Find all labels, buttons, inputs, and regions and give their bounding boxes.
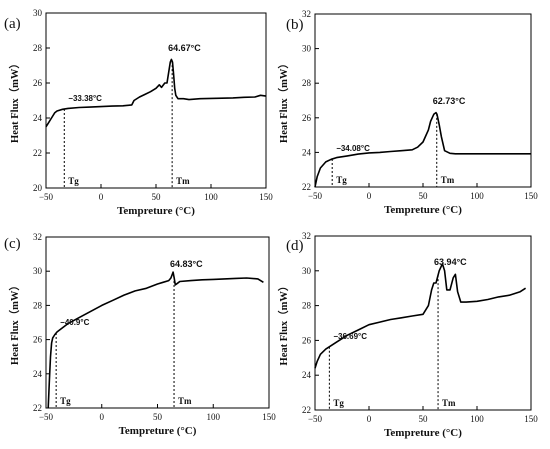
y-tick-label: 26: [33, 78, 43, 88]
x-tick-label: 0: [99, 192, 104, 202]
marker-value-tm: 64.83°C: [170, 259, 203, 269]
x-tick-label: 100: [204, 192, 218, 202]
y-tick-label: 24: [302, 370, 312, 380]
chart-panel-2: −50 0 50 100 150 22 24 26 28 30 32 Tempreture (°C) H…: [277, 9, 538, 216]
marker-label-tm: Tm: [176, 176, 190, 186]
y-axis-label: Heat Flux（mW）: [8, 58, 21, 143]
dsc-curve: [314, 111, 531, 188]
y-tick-label: 22: [33, 148, 42, 158]
x-tick-label: −50: [308, 191, 323, 201]
marker-value-tm: 62.73°C: [433, 96, 466, 106]
y-tick-label: 24: [33, 113, 43, 123]
marker-label-tg: Tg: [333, 398, 344, 408]
chart-panel-4: −50 0 50 100 150 22 24 26 28 30 32 Tempreture (°C) H…: [277, 231, 538, 439]
x-tick-label: 100: [207, 412, 221, 422]
y-tick-label: 32: [33, 232, 42, 242]
x-tick-label: −50: [39, 192, 54, 202]
y-axis-label: Heat Flux（mW）: [277, 58, 290, 143]
y-tick-label: 32: [302, 9, 311, 19]
marker-value-tg: −33.38°C: [68, 94, 102, 103]
dsc-curve: [47, 271, 264, 409]
dsc-curve: [45, 58, 267, 128]
x-tick-label: 150: [262, 412, 276, 422]
y-tick-label: 20: [33, 183, 43, 193]
x-tick-label: −50: [39, 412, 54, 422]
x-tick-label: 0: [100, 412, 105, 422]
x-tick-label: 100: [470, 414, 484, 424]
marker-label-tg: Tg: [68, 176, 79, 186]
plot-frame: [314, 235, 532, 411]
panel-label: (d): [286, 238, 304, 254]
y-tick-label: 22: [33, 403, 42, 413]
x-tick-label: 50: [152, 192, 162, 202]
y-tick-label: 22: [302, 405, 311, 415]
x-tick-label: 150: [524, 191, 538, 201]
x-tick-label: −50: [308, 414, 323, 424]
x-tick-label: 100: [470, 191, 484, 201]
y-tick-label: 32: [302, 231, 311, 241]
x-tick-label: 150: [259, 192, 273, 202]
x-axis-label: Tempreture (°C): [117, 205, 195, 217]
y-tick-label: 28: [302, 301, 312, 311]
y-tick-label: 30: [33, 8, 43, 18]
marker-value-tg: −40.9°C: [60, 318, 89, 327]
x-tick-label: 150: [524, 414, 538, 424]
marker-label-tm: Tm: [442, 398, 456, 408]
y-tick-label: 30: [302, 266, 312, 276]
y-tick-label: 30: [302, 44, 312, 54]
x-tick-label: 50: [419, 191, 429, 201]
x-tick-label: 0: [367, 414, 372, 424]
y-tick-label: 26: [302, 335, 312, 345]
y-axis-label: Heat Flux（mW）: [277, 281, 290, 366]
x-axis-label: Tempreture (°C): [384, 427, 462, 439]
y-tick-label: 28: [33, 43, 43, 53]
marker-label-tg: Tg: [60, 396, 71, 406]
y-tick-label: 28: [33, 300, 43, 310]
x-tick-label: 0: [367, 191, 372, 201]
chart-panel-1: −50 0 50 100 150 20 22 24 26 28 30 Tempreture (°C) H…: [4, 8, 273, 217]
x-axis-label: Tempreture (°C): [119, 425, 197, 437]
marker-label-tm: Tm: [441, 175, 455, 185]
y-axis-label: Heat Flux（mW）: [8, 280, 21, 365]
y-tick-label: 30: [33, 266, 43, 276]
panel-label: (a): [4, 16, 21, 32]
plot-frame: [314, 13, 532, 188]
marker-value-tg: −36.69°C: [333, 332, 367, 341]
panel-label: (c): [4, 236, 21, 252]
dsc-curve: [314, 262, 527, 369]
marker-value-tm: 64.67°C: [168, 43, 201, 53]
marker-label-tm: Tm: [178, 396, 192, 406]
y-tick-label: 24: [33, 369, 43, 379]
chart-panel-3: −50 0 50 100 150 22 24 26 28 30 32 Tempreture (°C) H…: [4, 232, 276, 437]
y-tick-label: 24: [302, 147, 312, 157]
y-tick-label: 26: [33, 335, 43, 345]
y-tick-label: 22: [302, 182, 311, 192]
x-tick-label: 50: [153, 412, 163, 422]
x-axis-label: Tempreture (°C): [384, 204, 462, 216]
y-tick-label: 28: [302, 78, 312, 88]
marker-label-tg: Tg: [336, 175, 347, 185]
marker-value-tm: 63.94°C: [434, 257, 467, 267]
marker-value-tg: −34.08°C: [336, 144, 370, 153]
x-tick-label: 50: [419, 414, 429, 424]
y-tick-label: 26: [302, 113, 312, 123]
panel-label: (b): [286, 17, 304, 33]
